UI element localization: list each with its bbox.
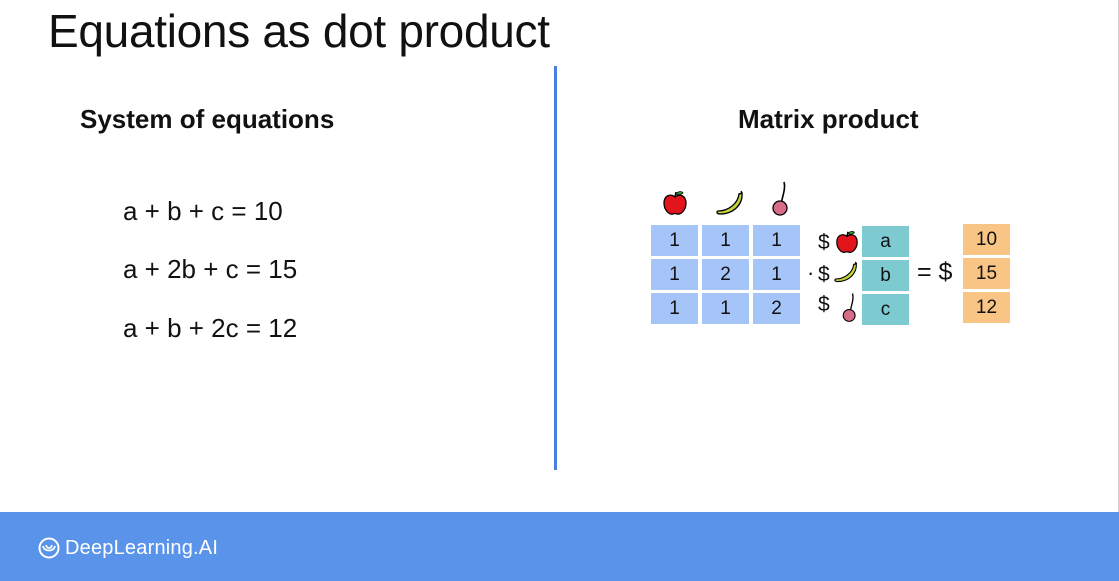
column-divider — [554, 66, 557, 470]
matrix-cell: 1 — [651, 293, 698, 324]
result-cell: 12 — [963, 292, 1010, 323]
right-heading: Matrix product — [738, 104, 919, 134]
price-symbol: $ — [818, 263, 830, 286]
matrix-cell: 2 — [702, 259, 749, 290]
cherry-icon — [772, 181, 788, 216]
result-cell: 15 — [963, 258, 1010, 289]
equation-2: a + 2b + c = 15 — [123, 254, 298, 284]
matrix-cell: 1 — [702, 225, 749, 256]
footer-logo: DeepLearning.AI — [38, 536, 218, 560]
apple-icon — [663, 191, 687, 215]
deeplearning-logo-icon — [38, 537, 60, 559]
variable-cell: a — [862, 226, 909, 257]
left-heading: System of equations — [80, 104, 335, 134]
slide-title: Equations as dot product — [48, 5, 550, 57]
matrix-cell: 1 — [651, 259, 698, 290]
result-cell: 10 — [963, 224, 1010, 255]
equation-3: a + b + 2c = 12 — [123, 313, 298, 343]
equals-sign: = $ — [917, 258, 953, 286]
logo-text: DeepLearning.AI — [65, 536, 219, 559]
dot-operator: · — [807, 260, 815, 285]
price-symbol: $ — [818, 231, 830, 254]
banana-icon — [716, 190, 743, 215]
footer-bar — [0, 512, 1119, 581]
variable-cell: c — [862, 294, 909, 325]
price-symbol: $ — [818, 293, 830, 316]
matrix-cell: 1 — [753, 259, 800, 290]
matrix-cell: 1 — [651, 225, 698, 256]
variable-cell: b — [862, 260, 909, 291]
equation-1: a + b + c = 10 — [123, 196, 283, 226]
cherry-icon — [842, 293, 856, 322]
matrix-cell: 2 — [753, 293, 800, 324]
matrix-cell: 1 — [753, 225, 800, 256]
banana-icon — [834, 261, 858, 283]
apple-icon — [836, 231, 858, 253]
matrix-cell: 1 — [702, 293, 749, 324]
